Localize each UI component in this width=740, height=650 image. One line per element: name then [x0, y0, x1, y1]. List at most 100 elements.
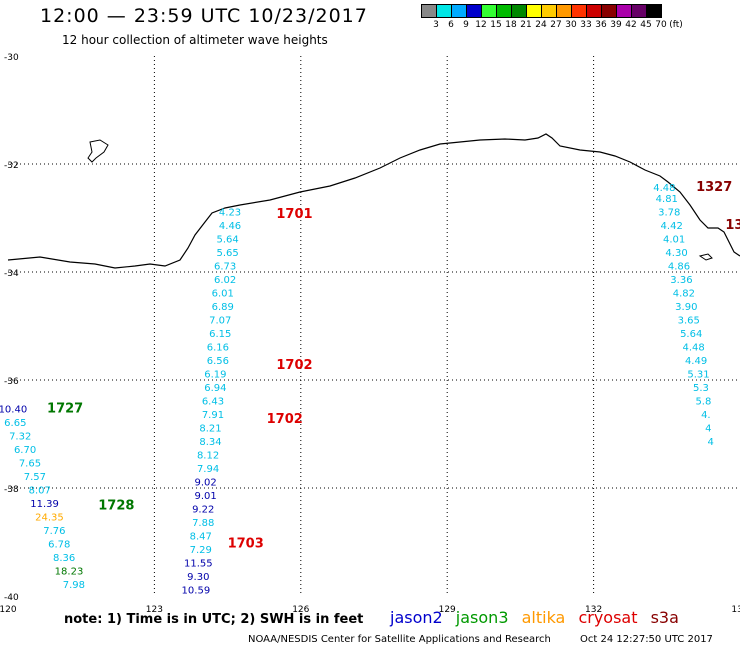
x-tick-label: 135 — [731, 605, 740, 615]
swh-value: 9.02 — [195, 477, 217, 488]
pass-id-label: 1702 — [267, 412, 303, 427]
swh-value: 6.78 — [48, 539, 70, 550]
scale-label: (ft) — [669, 20, 683, 30]
x-tick-label: 120 — [0, 605, 17, 615]
swh-value: 7.88 — [192, 518, 214, 529]
swh-value: 6.43 — [202, 396, 224, 407]
swh-value: 6.56 — [207, 356, 229, 367]
kangaroo-island — [698, 253, 713, 261]
map-title: 12:00 — 23:59 UTC 10/23/2017 — [40, 5, 368, 27]
swh-value: 4 — [708, 437, 714, 448]
swh-value: 5.64 — [680, 329, 702, 340]
swh-value: 4.46 — [219, 221, 241, 232]
swh-value: 7.91 — [202, 410, 224, 421]
swh-value: 4.01 — [663, 234, 685, 245]
x-tick-label: 132 — [585, 605, 602, 615]
pass-id-label: 1728 — [98, 499, 134, 514]
swh-value: 11.55 — [184, 558, 213, 569]
swh-value: 6.01 — [212, 288, 234, 299]
swh-value: 6.70 — [14, 445, 36, 456]
scale-label: 27 — [550, 20, 562, 30]
swh-value: 4.48 — [653, 183, 675, 194]
scale-swatch — [646, 4, 662, 18]
swh-value: 24.35 — [35, 512, 64, 523]
swh-value: 6.89 — [212, 302, 234, 313]
swh-value: 4.30 — [665, 248, 687, 259]
swh-value: 4.49 — [685, 356, 707, 367]
swh-value: 8.47 — [190, 531, 212, 542]
swh-value: 5.3 — [693, 383, 709, 394]
legend-jason3: jason3 — [455, 608, 509, 627]
scale-label: 12 — [475, 20, 487, 30]
scale-label: 24 — [535, 20, 547, 30]
swh-value: 6.16 — [207, 342, 229, 353]
swh-value: 3.36 — [670, 275, 692, 286]
swh-value: 9.22 — [192, 504, 214, 515]
pass-id-label: 1702 — [276, 358, 312, 373]
swh-value: 7.57 — [24, 472, 46, 483]
swh-value: 8.34 — [199, 437, 221, 448]
satellite-legend: jason2 jason3 altika cryosat s3a — [390, 608, 687, 627]
scale-label: 15 — [490, 20, 502, 30]
coastline — [7, 133, 740, 269]
map-subtitle: 12 hour collection of altimeter wave hei… — [62, 33, 328, 47]
swh-value: 4.86 — [668, 261, 690, 272]
swh-value: 7.07 — [209, 315, 231, 326]
swh-value: 6.02 — [214, 275, 236, 286]
swh-value: 6.15 — [209, 329, 231, 340]
axis-labels: 120 123 126 129 132 135 -30 -32 -34 -36 -38 -40 — [0, 53, 740, 615]
swh-value: 8.12 — [197, 450, 219, 461]
x-tick-label: 123 — [146, 605, 163, 615]
swh-value: 8.07 — [29, 485, 51, 496]
scale-label: 39 — [610, 20, 622, 30]
pass-id-label: 1701 — [276, 207, 312, 222]
swh-value: 10.59 — [182, 585, 211, 596]
swh-value: 7.94 — [197, 464, 219, 475]
y-tick-label: -32 — [4, 161, 19, 171]
swh-value: 4.23 — [219, 207, 241, 218]
swh-value: 3.78 — [658, 207, 680, 218]
color-scale-boxes — [421, 4, 662, 18]
swh-value: 11.39 — [30, 499, 59, 510]
swh-value: 4.82 — [673, 288, 695, 299]
swh-value: 9.01 — [195, 491, 217, 502]
swh-value: 3.65 — [678, 315, 700, 326]
scale-label: 18 — [505, 20, 517, 30]
altimeter-tracks: 4.23 4.46 5.64 5.65 6.73 6.02 6.01 6.89 7.07 6.15… — [0, 183, 714, 596]
legend-cryosat: cryosat — [578, 608, 638, 627]
swh-value: 7.65 — [19, 458, 41, 469]
pass-id-label: 1327 — [696, 180, 732, 195]
grid-lines — [8, 56, 740, 596]
scale-label: 42 — [625, 20, 637, 30]
recherche-island — [87, 139, 109, 163]
pass-id-label: 1703 — [228, 536, 264, 551]
swh-value: 6.65 — [4, 418, 26, 429]
swh-value: 9.30 — [187, 572, 209, 583]
swh-value: 8.36 — [53, 553, 75, 564]
generation-timestamp: Oct 24 12:27:50 UTC 2017 — [580, 634, 713, 645]
swh-value: 5.31 — [687, 369, 709, 380]
swh-value: 4.81 — [656, 194, 678, 205]
color-scale-labels: 3 6 9 12 15 18 21 24 27 30 33 36 39 42 45 70 (ft) — [421, 18, 683, 32]
x-tick-label: 129 — [439, 605, 456, 615]
swh-value: 6.19 — [204, 369, 226, 380]
scale-label: 9 — [463, 20, 469, 30]
y-tick-label: -30 — [4, 53, 19, 63]
scale-label: 21 — [520, 20, 532, 30]
legend-s3a: s3a — [650, 608, 679, 627]
swh-value: 7.29 — [190, 545, 212, 556]
swh-value: 4 — [705, 423, 711, 434]
swh-value: 4. — [701, 410, 711, 421]
y-tick-label: -40 — [4, 593, 19, 603]
legend-jason2: jason2 — [390, 608, 443, 627]
y-tick-label: -38 — [4, 485, 19, 495]
swh-value: 8.21 — [199, 423, 221, 434]
australia-coastline — [7, 133, 740, 269]
pass-id-label: 131 — [725, 218, 740, 233]
scale-label: 36 — [595, 20, 607, 30]
swh-value: 5.8 — [695, 396, 711, 407]
swh-value: 7.98 — [63, 580, 85, 591]
swh-value: 7.32 — [9, 431, 31, 442]
swh-value: 7.76 — [43, 526, 65, 537]
